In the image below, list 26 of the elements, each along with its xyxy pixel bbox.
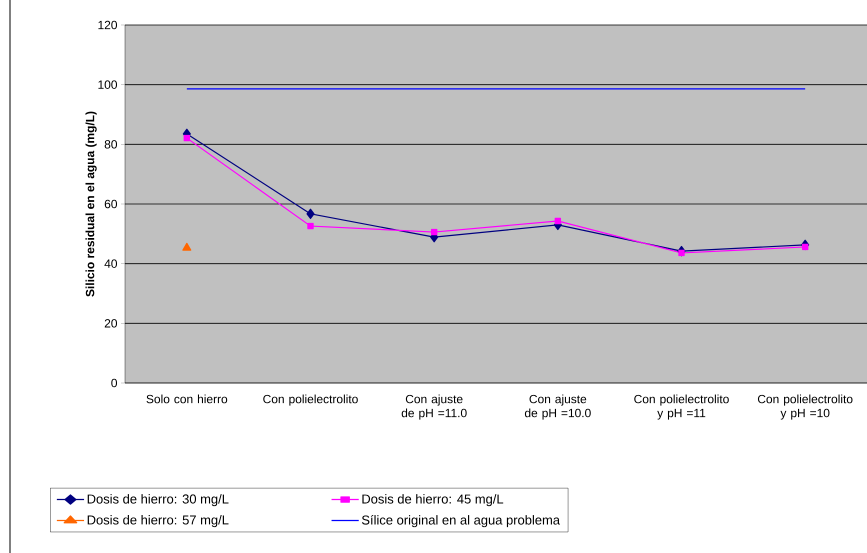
y-axis-title: Silicio residual en el agua (mg/L) [86,112,97,297]
y-tick-label: 20 [104,319,118,328]
legend-label: Dosis de hierro: 30 mg/L [88,494,228,506]
y-tick-label: 40 [104,259,118,268]
point [802,244,808,250]
point [307,222,314,230]
x-tick-label: Con polielectrolito y pH =11 [634,394,729,420]
point [184,134,190,142]
y-tick-label: 0 [111,378,118,388]
y-tick-label: 60 [104,200,118,208]
x-tick-label: Con polielectrolito [263,394,358,406]
y-tick-label: 100 [98,80,118,89]
point [554,218,562,224]
y-tick-label: 120 [98,20,118,30]
x-tick-label: Con ajuste de pH =11.0 [402,394,467,420]
x-tick-label: Solo con hierro [146,394,228,404]
point [182,242,192,251]
legend-label: Dosis de hierro: 45 mg/L [362,494,504,506]
point [306,208,315,220]
legend-label: Dosis de hierro: 57 mg/L [88,515,228,528]
x-tick-label: Con polielectrolito y pH =10 [758,394,852,420]
y-tick-label: 80 [104,140,118,149]
x-tick-label: Con ajuste de pH =10.0 [524,394,591,420]
point [678,250,685,256]
legend-label: Sílice original en al agua problema [362,514,560,528]
point [430,228,438,236]
